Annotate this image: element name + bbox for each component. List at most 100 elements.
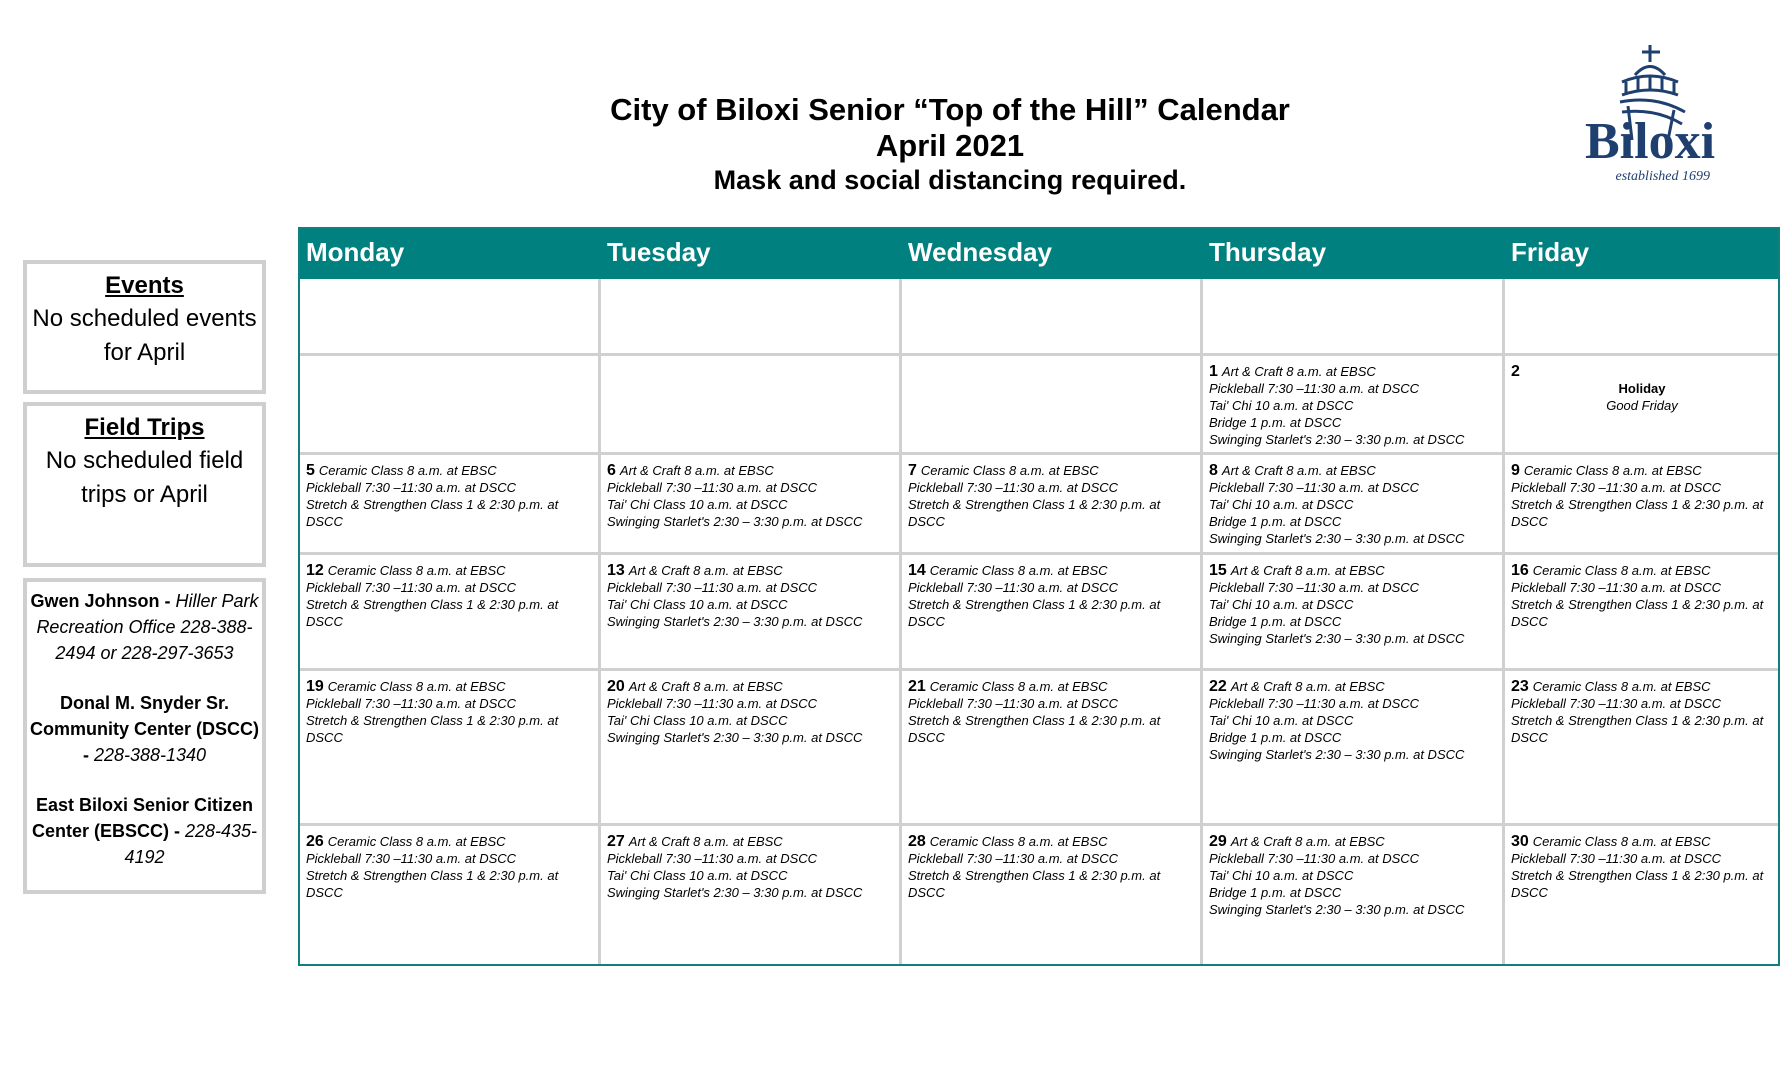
day-cell <box>300 356 601 455</box>
activity-line: Pickleball 7:30 –11:30 a.m. at DSCC <box>908 480 1119 495</box>
contact-dscc: Donal M. Snyder Sr. Community Center (DS… <box>29 693 259 765</box>
day-cell <box>902 279 1203 356</box>
day-cell <box>601 279 902 356</box>
activity-line: Art & Craft 8 a.m. at EBSC <box>1221 463 1376 478</box>
day-number: 13 <box>607 562 625 579</box>
day-cell: 29 Art & Craft 8 a.m. at EBSC Pickleball 7… <box>1203 826 1505 964</box>
logo-text: Biloxi <box>1585 113 1715 170</box>
activity-line: Bridge 1 p.m. at DSCC <box>1209 730 1342 745</box>
day-cell: 27 Art & Craft 8 a.m. at EBSC Pickleball 7… <box>601 826 902 964</box>
day-number: 27 <box>607 833 625 850</box>
contact-ebscc: East Biloxi Senior Citizen Center (EBSCC… <box>31 795 258 867</box>
field-trips-box: Field Trips No scheduled field trips or … <box>23 402 266 567</box>
day-cell: 30 Ceramic Class 8 a.m. at EBSC Pickleball… <box>1505 826 1778 964</box>
day-header-wednesday: Wednesday <box>902 229 1203 279</box>
activity-line: Swinging Starlet's 2:30 – 3:30 p.m. at D… <box>607 730 863 745</box>
activity-line: Bridge 1 p.m. at DSCC <box>1209 415 1342 430</box>
activity-line: Stretch & Strengthen Class 1 & 2:30 p.m.… <box>1511 497 1764 529</box>
field-trips-title: Field Trips <box>84 414 205 441</box>
day-cell: 6 Art & Craft 8 a.m. at EBSC Pickleball 7:… <box>601 455 902 555</box>
activity-line: Swinging Starlet's 2:30 – 3:30 p.m. at D… <box>607 514 863 529</box>
activity-line: Pickleball 7:30 –11:30 a.m. at DSCC <box>1209 381 1420 396</box>
activity-line: Pickleball 7:30 –11:30 a.m. at DSCC <box>607 480 818 495</box>
activity-line: Pickleball 7:30 –11:30 a.m. at DSCC <box>306 696 517 711</box>
activity-line: Pickleball 7:30 –11:30 a.m. at DSCC <box>607 580 818 595</box>
activity-line: Pickleball 7:30 –11:30 a.m. at DSCC <box>607 851 818 866</box>
day-cell: 15 Art & Craft 8 a.m. at EBSC Pickleball 7… <box>1203 555 1505 671</box>
activity-line: Ceramic Class 8 a.m. at EBSC <box>1532 563 1711 578</box>
day-cell <box>1505 279 1778 356</box>
activity-line: Art & Craft 8 a.m. at EBSC <box>619 463 774 478</box>
biloxi-logo: Biloxi established 1699 <box>1585 45 1715 184</box>
day-number: 16 <box>1511 562 1529 579</box>
logo-tagline: established 1699 <box>1616 169 1711 184</box>
events-box: Events No scheduled events for April <box>23 260 266 394</box>
day-cell <box>300 279 601 356</box>
day-number: 23 <box>1511 678 1529 695</box>
day-cell <box>601 356 902 455</box>
day-number: 7 <box>908 462 917 479</box>
activity-line: Tai' Chi Class 10 a.m. at DSCC <box>607 868 788 883</box>
day-cell: 9 Ceramic Class 8 a.m. at EBSC Pickleball … <box>1505 455 1778 555</box>
contact-gwen-johnson: Gwen Johnson - Hiller Park Recreation Of… <box>30 591 259 663</box>
notice: Mask and social distancing required. <box>713 165 1187 195</box>
activity-line: Tai' Chi 10 a.m. at DSCC <box>1209 398 1354 413</box>
activity-line: Stretch & Strengthen Class 1 & 2:30 p.m.… <box>306 497 559 529</box>
day-number: 14 <box>908 562 926 579</box>
activity-line: Stretch & Strengthen Class 1 & 2:30 p.m.… <box>306 597 559 629</box>
activity-line: Swinging Starlet's 2:30 – 3:30 p.m. at D… <box>1209 432 1465 447</box>
day-cell: 26 Ceramic Class 8 a.m. at EBSC Pickleball… <box>300 826 601 964</box>
day-cell: 7 Ceramic Class 8 a.m. at EBSC Pickleball … <box>902 455 1203 555</box>
day-cell: 1 Art & Craft 8 a.m. at EBSC Pickleball 7:… <box>1203 356 1505 455</box>
activity-line: Bridge 1 p.m. at DSCC <box>1209 614 1342 629</box>
activity-line: Ceramic Class 8 a.m. at EBSC <box>327 679 506 694</box>
activity-line: Ceramic Class 8 a.m. at EBSC <box>929 679 1108 694</box>
day-number: 2 <box>1511 363 1520 380</box>
day-number: 30 <box>1511 833 1529 850</box>
activity-line: Ceramic Class 8 a.m. at EBSC <box>1532 679 1711 694</box>
activity-line: Stretch & Strengthen Class 1 & 2:30 p.m.… <box>908 868 1161 900</box>
day-cell: 14 Ceramic Class 8 a.m. at EBSC Pickleball… <box>902 555 1203 671</box>
day-number: 26 <box>306 833 324 850</box>
activity-line: Ceramic Class 8 a.m. at EBSC <box>327 563 506 578</box>
day-number: 28 <box>908 833 926 850</box>
activity-line: Ceramic Class 8 a.m. at EBSC <box>318 463 497 478</box>
activity-line: Art & Craft 8 a.m. at EBSC <box>1230 679 1385 694</box>
activity-line: Art & Craft 8 a.m. at EBSC <box>1230 563 1385 578</box>
day-number: 6 <box>607 462 616 479</box>
month-title: April 2021 <box>875 128 1025 163</box>
activity-line: Art & Craft 8 a.m. at EBSC <box>1230 834 1385 849</box>
day-cell: 23 Ceramic Class 8 a.m. at EBSC Pickleball… <box>1505 671 1778 826</box>
day-cell: 5 Ceramic Class 8 a.m. at EBSC Pickleball … <box>300 455 601 555</box>
activity-line: Pickleball 7:30 –11:30 a.m. at DSCC <box>306 480 517 495</box>
activity-line: Swinging Starlet's 2:30 – 3:30 p.m. at D… <box>607 885 863 900</box>
day-number: 12 <box>306 562 324 579</box>
activity-line: Ceramic Class 8 a.m. at EBSC <box>1523 463 1702 478</box>
day-number: 20 <box>607 678 625 695</box>
contacts-box: Gwen Johnson - Hiller Park Recreation Of… <box>23 578 266 894</box>
activity-line: Swinging Starlet's 2:30 – 3:30 p.m. at D… <box>1209 902 1465 917</box>
day-cell: 22 Art & Craft 8 a.m. at EBSC Pickleball 7… <box>1203 671 1505 826</box>
day-number: 19 <box>306 678 324 695</box>
activity-line: Pickleball 7:30 –11:30 a.m. at DSCC <box>908 851 1119 866</box>
activity-line: Tai' Chi Class 10 a.m. at DSCC <box>607 497 788 512</box>
activity-line: Ceramic Class 8 a.m. at EBSC <box>920 463 1099 478</box>
activity-line: Pickleball 7:30 –11:30 a.m. at DSCC <box>1209 696 1420 711</box>
activity-line: Stretch & Strengthen Class 1 & 2:30 p.m.… <box>306 868 559 900</box>
activity-line: Swinging Starlet's 2:30 – 3:30 p.m. at D… <box>1209 747 1465 762</box>
activity-line: Art & Craft 8 a.m. at EBSC <box>628 679 783 694</box>
activity-line: Art & Craft 8 a.m. at EBSC <box>628 834 783 849</box>
activity-line: Art & Craft 8 a.m. at EBSC <box>1221 364 1376 379</box>
day-cell: 19 Ceramic Class 8 a.m. at EBSC Pickleball… <box>300 671 601 826</box>
activity-line: Tai' Chi 10 a.m. at DSCC <box>1209 497 1354 512</box>
day-cell <box>1203 279 1505 356</box>
day-cell <box>902 356 1203 455</box>
events-title: Events <box>105 272 184 299</box>
holiday-name: Good Friday <box>1606 398 1678 413</box>
activity-line: Tai' Chi 10 a.m. at DSCC <box>1209 597 1354 612</box>
activity-line: Ceramic Class 8 a.m. at EBSC <box>1532 834 1711 849</box>
activity-line: Pickleball 7:30 –11:30 a.m. at DSCC <box>607 696 818 711</box>
activity-line: Stretch & Strengthen Class 1 & 2:30 p.m.… <box>1511 868 1764 900</box>
activity-line: Swinging Starlet's 2:30 – 3:30 p.m. at D… <box>607 614 863 629</box>
day-cell: 12 Ceramic Class 8 a.m. at EBSC Pickleball… <box>300 555 601 671</box>
